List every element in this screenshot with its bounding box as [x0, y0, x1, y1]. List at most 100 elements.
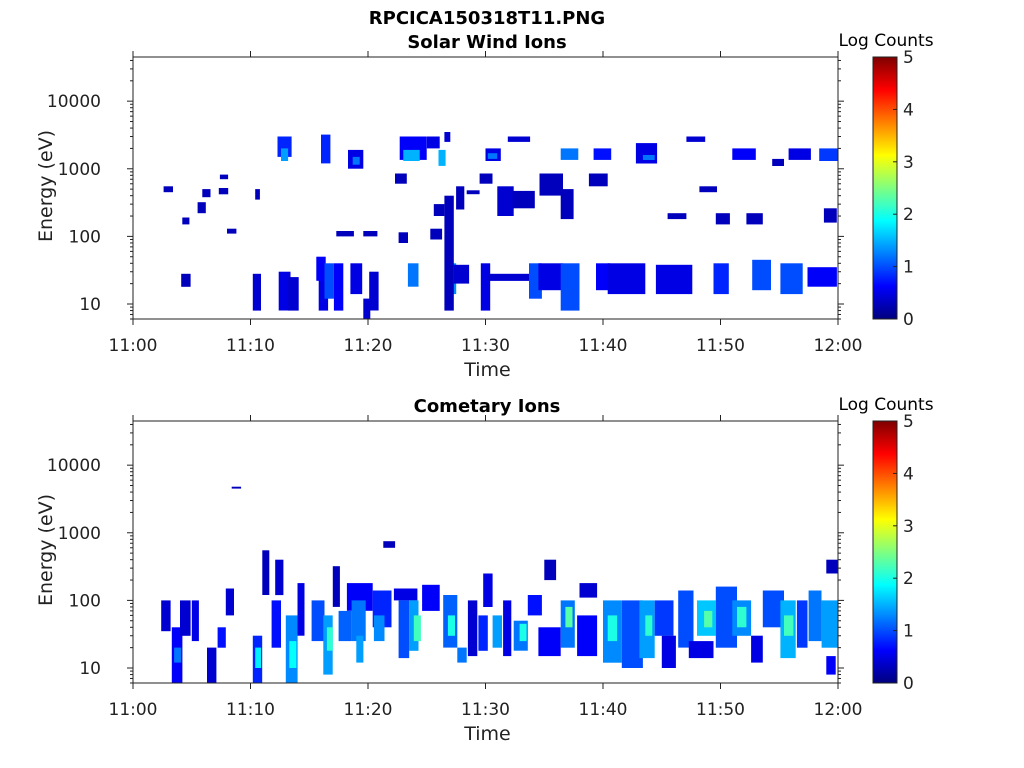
x-tick-label: 11:00 [109, 336, 158, 356]
panel-solar-wind: Solar Wind Ions Log Counts 10 100 1000 1000… [35, 31, 934, 381]
heatmap-cell [807, 267, 837, 287]
heatmap-cell [826, 656, 836, 675]
heatmap-cell [363, 231, 378, 237]
heatmap-cell [395, 173, 407, 184]
colorbar-tick-label: 3 [903, 153, 914, 173]
heatmap-cell [227, 228, 237, 234]
heatmap-cells [161, 486, 839, 683]
heatmap-cell [225, 588, 234, 616]
colorbar-label: Log Counts [838, 395, 934, 415]
x-tick-label: 11:30 [461, 700, 510, 720]
heatmap-cell [487, 273, 539, 281]
panel-cometary: Cometary Ions Log Counts 10 100 1000 10000 1… [0, 364, 1024, 748]
heatmap-cell [577, 615, 598, 657]
x-tick-label: 11:30 [461, 336, 510, 356]
heatmap-cell [297, 583, 305, 636]
colorbar-tick-label: 5 [903, 48, 914, 68]
heatmap-cell [447, 615, 455, 636]
heatmap-cells [163, 132, 838, 319]
panel-title: Solar Wind Ions [407, 32, 567, 53]
heatmap-cell [466, 190, 480, 195]
y-tick-label: 10 [79, 295, 101, 315]
heatmap-cell [426, 136, 440, 149]
heatmap-cell [579, 583, 598, 598]
heatmap-cell [512, 190, 535, 209]
heatmap-cell [191, 600, 199, 642]
colorbar-tick-label: 2 [903, 205, 914, 225]
heatmap-cell [288, 277, 299, 311]
x-axis-label: Time [463, 723, 511, 745]
x-tick-label: 11:10 [226, 700, 275, 720]
heatmap-cell [433, 204, 445, 216]
x-tick-label: 11:40 [579, 700, 628, 720]
heatmap-cell [281, 148, 289, 161]
heatmap-cell [654, 600, 674, 636]
heatmap-cell [453, 264, 470, 284]
heatmap-cell [383, 541, 396, 548]
heatmap-cell [467, 600, 478, 657]
colorbar-tick-label: 1 [903, 622, 914, 642]
heatmap-cell [821, 600, 838, 648]
heatmap-cell [686, 136, 706, 142]
heatmap-cell [507, 136, 531, 142]
heatmap-cell [219, 174, 229, 180]
heatmap-cell [350, 263, 363, 295]
heatmap-cell [218, 188, 229, 195]
y-tick-label: 10 [79, 659, 101, 679]
heatmap-cell [784, 615, 794, 636]
heatmap-cell [808, 590, 822, 642]
heatmap-cell [207, 647, 217, 683]
heatmap-cell [438, 149, 446, 166]
heatmap-cell [519, 623, 527, 642]
heatmap-cell [762, 590, 784, 628]
heatmap-cell [356, 635, 364, 663]
heatmap-cell [393, 588, 418, 601]
x-tick-label: 11:20 [344, 336, 393, 356]
heatmap-cell [826, 559, 839, 574]
heatmap-cell [182, 217, 190, 225]
heatmap-cell [351, 600, 366, 642]
x-tick-label: 11:40 [579, 336, 628, 356]
colorbar-tick-label: 4 [903, 464, 914, 484]
heatmap-cell [772, 158, 784, 166]
heatmap-cell [645, 615, 653, 636]
heatmap-cell [217, 627, 226, 648]
heatmap-cell [492, 615, 502, 648]
heatmap-cell [318, 277, 329, 311]
heatmap-cell [479, 173, 493, 184]
colorbar [872, 56, 898, 320]
heatmap-cell [737, 606, 747, 628]
y-tick-label: 1000 [58, 160, 101, 180]
heatmap-cell [661, 635, 676, 668]
heatmap-cell [819, 148, 838, 161]
heatmap-cell [403, 149, 420, 161]
heatmap-cell [289, 641, 297, 668]
heatmap-cell [413, 615, 421, 642]
heatmap-cell [746, 213, 763, 225]
heatmap-cell [202, 189, 211, 198]
heatmap-cell [752, 259, 771, 291]
heatmap-cell [174, 647, 182, 663]
heatmap-cell [271, 600, 281, 648]
heatmap-cell [607, 263, 646, 295]
heatmap-cell [163, 186, 173, 193]
y-tick-label: 10000 [47, 92, 101, 112]
x-tick-label: 12:00 [814, 336, 863, 356]
heatmap-cell [333, 263, 344, 311]
heatmap-cell [635, 143, 658, 164]
heatmap-cell [363, 298, 371, 319]
colorbar-tick-label: 0 [903, 310, 914, 330]
heatmap-cell [197, 202, 206, 214]
colorbar-tick-label: 2 [903, 569, 914, 589]
colorbar-label: Log Counts [838, 31, 934, 51]
heatmap-cell [593, 148, 612, 160]
heatmap-cell [422, 584, 440, 611]
heatmap-cell [621, 600, 643, 668]
heatmap-cell [788, 148, 811, 160]
heatmap-cell [444, 132, 451, 142]
heatmap-cell [430, 228, 443, 240]
heatmap-cell [503, 600, 512, 657]
heatmap-cell [704, 610, 713, 628]
